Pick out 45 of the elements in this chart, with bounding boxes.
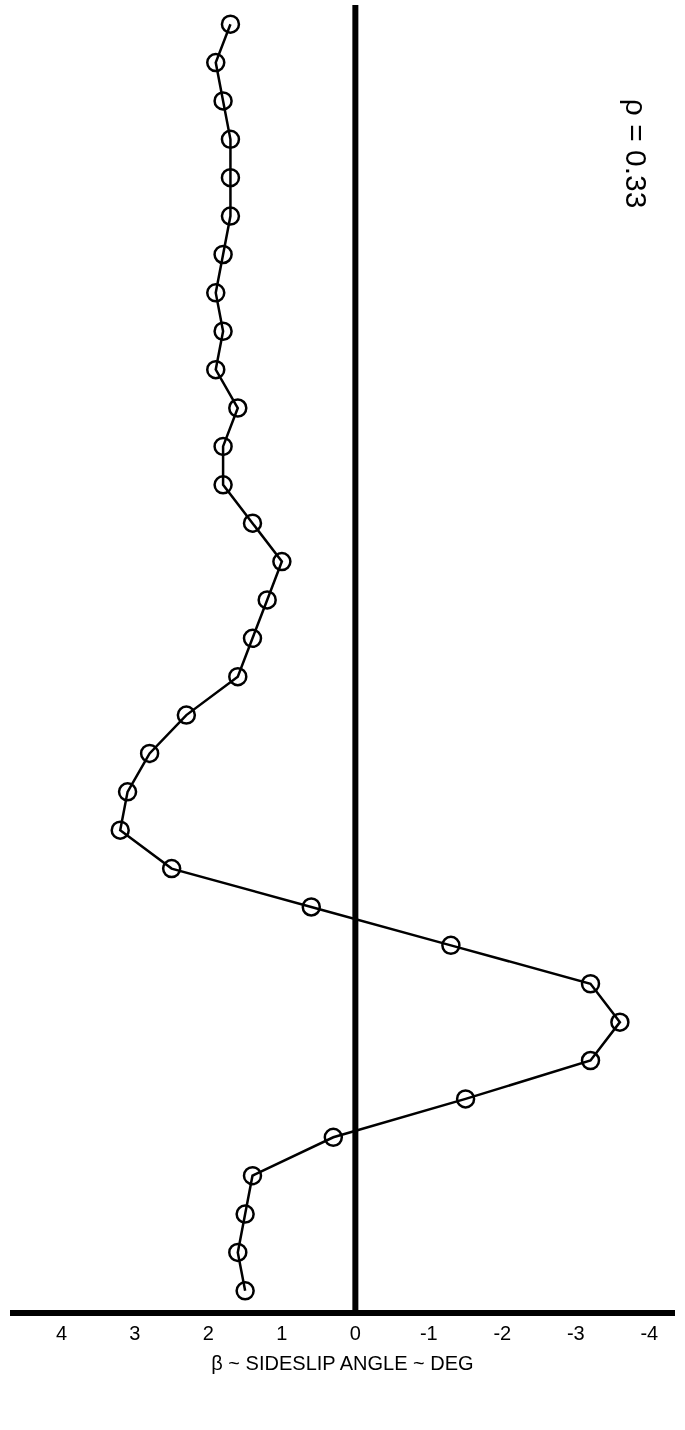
point bbox=[117, 782, 138, 802]
point bbox=[235, 1281, 255, 1301]
point bbox=[206, 283, 226, 303]
point bbox=[235, 1204, 255, 1224]
point bbox=[242, 1165, 263, 1186]
x-tick-label: 0 bbox=[349, 1322, 361, 1344]
x-tick-label: 1 bbox=[276, 1322, 288, 1344]
point bbox=[272, 551, 292, 572]
x-axis-title: β ~ SIDESLIP ANGLE ~ DEG bbox=[211, 1352, 474, 1374]
point bbox=[213, 321, 233, 341]
point bbox=[257, 590, 277, 610]
point bbox=[206, 52, 226, 73]
x-tick-label: 3 bbox=[129, 1322, 141, 1344]
point bbox=[441, 935, 461, 956]
point bbox=[220, 129, 241, 150]
point bbox=[139, 743, 160, 764]
x-tick-label: -2 bbox=[493, 1322, 512, 1344]
point bbox=[176, 705, 197, 725]
x-tick-label: -1 bbox=[419, 1322, 438, 1344]
point bbox=[213, 244, 233, 265]
point bbox=[161, 858, 182, 879]
point bbox=[228, 398, 248, 418]
point bbox=[213, 91, 233, 111]
point bbox=[220, 206, 241, 226]
point bbox=[110, 820, 130, 840]
point bbox=[301, 897, 322, 917]
point bbox=[610, 1012, 630, 1032]
x-tick-label: 4 bbox=[55, 1322, 67, 1344]
point bbox=[220, 14, 241, 34]
point bbox=[228, 666, 248, 687]
point bbox=[580, 974, 601, 994]
point bbox=[213, 436, 233, 457]
point bbox=[206, 359, 226, 380]
point bbox=[455, 1089, 476, 1109]
point bbox=[242, 628, 263, 649]
point bbox=[580, 1050, 601, 1071]
point bbox=[220, 167, 241, 188]
x-tick-label: 2 bbox=[202, 1322, 214, 1344]
annotation: ρ = 0.33 bbox=[619, 98, 653, 209]
x-tick-label: -3 bbox=[566, 1322, 585, 1344]
point bbox=[323, 1127, 344, 1148]
point bbox=[228, 1242, 248, 1263]
point bbox=[242, 513, 263, 533]
x-tick-label: -4 bbox=[640, 1322, 659, 1344]
point bbox=[213, 475, 233, 495]
